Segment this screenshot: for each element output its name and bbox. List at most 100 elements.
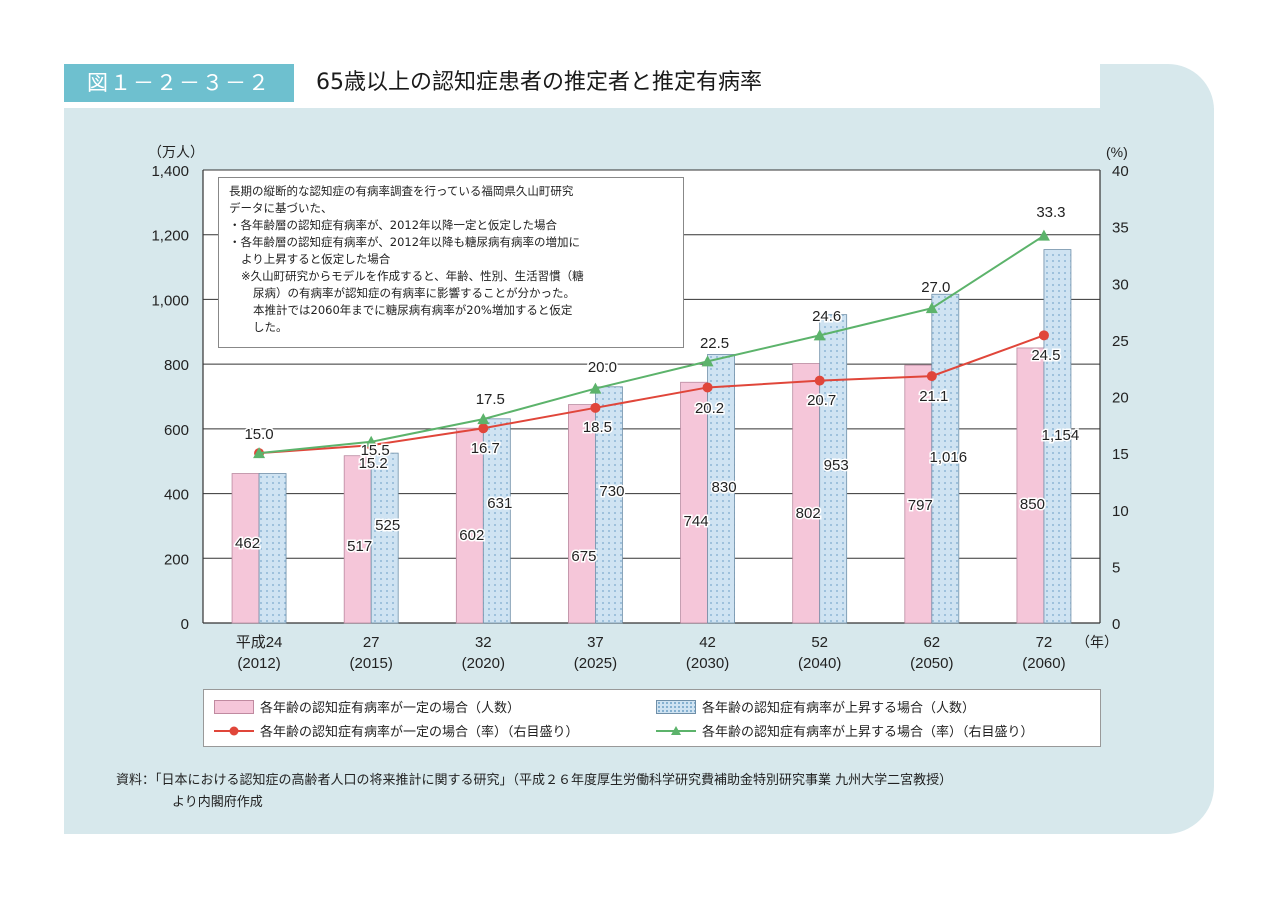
bar-constant — [343, 455, 372, 624]
note-line: した。 — [253, 320, 288, 334]
bar-constant — [680, 381, 708, 624]
bar-rising-value-label: 525 — [375, 517, 400, 534]
rate-constant-point — [1038, 330, 1049, 341]
bar-constant — [792, 363, 821, 624]
bar-rising-value-label: 830 — [712, 479, 737, 496]
rate-rising-value-label: 27.0 — [921, 279, 950, 296]
note-line: ・各年齢層の認知症有病率が、2012年以降一定と仮定した場合 — [229, 218, 558, 232]
y-left-tick-label: 600 — [164, 422, 189, 439]
green-triangle-line-icon — [656, 725, 696, 735]
rate-constant-point — [814, 375, 825, 386]
note-line: データに基づいた、 — [229, 201, 333, 215]
bar-constant — [455, 427, 484, 624]
legend-item-line-rising: 各年齢の認知症有病率が上昇する場合（率）（右目盛り） — [656, 721, 1034, 740]
rate-constant-point — [590, 402, 601, 413]
x-tick-label: 42 — [699, 634, 716, 651]
x-tick-sublabel: (2060) — [1022, 655, 1065, 672]
bar-constant-value-label: 744 — [684, 513, 709, 530]
bar-rising-value-label: 631 — [487, 495, 512, 512]
bar-rising — [482, 418, 511, 624]
legend-label: 各年齢の認知症有病率が上昇する場合（人数） — [702, 701, 976, 716]
figure-number: 図１－２－３－２ — [64, 64, 294, 102]
rate-rising-point — [925, 302, 938, 314]
bar-constant-value-label: 850 — [1020, 496, 1045, 513]
bar-rising — [1043, 249, 1072, 624]
rate-constant-value-label: 20.2 — [695, 400, 724, 417]
note-line: ・各年齢層の認知症有病率が、2012年以降も糖尿病有病率の増加に — [229, 235, 581, 249]
x-tick-sublabel: (2025) — [574, 655, 617, 672]
y-left-tick-label: 1,400 — [151, 163, 189, 180]
rate-rising-point — [589, 382, 602, 394]
bar-constant — [1016, 347, 1045, 624]
x-tick-sublabel: (2030) — [686, 655, 729, 672]
rate-rising-value-label: 17.5 — [476, 391, 505, 408]
bar-constant-value-label: 462 — [235, 535, 260, 552]
legend-label: 各年齢の認知症有病率が上昇する場合（率）（右目盛り） — [702, 725, 1034, 740]
rate-constant-line — [258, 334, 1045, 455]
y-right-tick-label: 5 — [1112, 559, 1120, 576]
rate-constant-value-label: 20.7 — [807, 392, 836, 409]
y-left-tick-label: 800 — [164, 357, 189, 374]
rate-constant-point — [926, 371, 937, 382]
y-right-tick-label: 15 — [1112, 446, 1129, 463]
rate-rising-value-label: 33.3 — [1036, 204, 1065, 221]
bar-rising-value-label: 1,016 — [930, 449, 968, 466]
x-tick-label: 37 — [587, 634, 604, 651]
y-right-tick-label: 0 — [1112, 616, 1120, 633]
note-line: 尿病）の有病率が認知症の有病率に影響することが分かった。 — [253, 286, 575, 300]
x-tick-label: 52 — [811, 634, 828, 651]
x-tick-label: 平成24 — [236, 634, 283, 651]
x-tick-sublabel: (2050) — [910, 655, 953, 672]
bar-constant-value-label: 602 — [459, 527, 484, 544]
source-note: 資料：「日本における認知症の高齢者人口の将来推計に関する研究」（平成２６年度厚生… — [116, 770, 952, 814]
x-tick-label: 72 — [1036, 634, 1053, 651]
dotted-blue-bar-swatch-icon — [656, 699, 696, 714]
chart-legend: 各年齢の認知症有病率が一定の場合（人数） 各年齢の認知症有病率が上昇する場合（人… — [203, 689, 1101, 747]
rate-rising-line — [258, 234, 1045, 455]
rate-rising-point — [365, 435, 378, 447]
x-tick-label: 27 — [363, 634, 380, 651]
legend-item-bar-constant: 各年齢の認知症有病率が一定の場合（人数） — [214, 697, 520, 716]
chart-note-box: 長期の縦断的な認知症の有病率調査を行っている福岡県久山町研究 データに基づいた、… — [218, 177, 684, 348]
rate-rising-value-label: 15.0 — [244, 426, 273, 443]
legend-item-bar-rising: 各年齢の認知症有病率が上昇する場合（人数） — [656, 697, 975, 716]
bar-rising — [819, 314, 848, 624]
bar-rising-value-label: 730 — [599, 483, 624, 500]
rate-rising-point — [701, 355, 714, 367]
y-right-tick-label: 35 — [1112, 220, 1129, 237]
bar-rising-value-label: 1,154 — [1042, 427, 1080, 444]
bar-rising — [931, 293, 960, 624]
y-left-tick-label: 0 — [181, 616, 189, 633]
bar-rising — [595, 386, 623, 624]
legend-item-line-constant: 各年齢の認知症有病率が一定の場合（率）（右目盛り） — [214, 721, 579, 740]
x-tick-label: 32 — [475, 634, 492, 651]
rate-rising-point — [813, 329, 826, 341]
bar-constant-value-label: 517 — [347, 538, 372, 555]
y-left-tick-label: 200 — [164, 551, 189, 568]
bar-rising — [258, 473, 287, 624]
y-right-tick-label: 20 — [1112, 390, 1129, 407]
rate-rising-value-label: 15.5 — [361, 442, 390, 459]
y-right-tick-label: 30 — [1112, 276, 1129, 293]
rate-constant-point — [478, 423, 489, 434]
rate-rising-value-label: 20.0 — [588, 359, 617, 376]
x-tick-sublabel: (2015) — [350, 655, 393, 672]
y-right-unit: (%) — [1106, 144, 1128, 160]
pink-bar-swatch-icon — [214, 699, 254, 714]
rate-rising-point — [1037, 229, 1050, 241]
rate-constant-value-label: 18.5 — [583, 419, 612, 436]
source-line: より内閣府作成 — [172, 795, 263, 810]
legend-label: 各年齢の認知症有病率が一定の場合（人数） — [260, 701, 521, 716]
bar-constant — [904, 364, 933, 624]
bar-constant-value-label: 675 — [571, 548, 596, 565]
y-right-tick-label: 10 — [1112, 503, 1129, 520]
note-line: より上昇すると仮定した場合 — [241, 252, 391, 266]
rate-rising-point — [253, 447, 266, 459]
rate-rising-value-label: 22.5 — [700, 335, 729, 352]
note-line: 本推計では2060年までに糖尿病有病率が20%増加すると仮定 — [253, 303, 573, 317]
bar-constant-value-label: 797 — [908, 497, 933, 514]
source-line: 資料：「日本における認知症の高齢者人口の将来推計に関する研究」（平成２６年度厚生… — [116, 773, 953, 788]
x-tick-label: 62 — [923, 634, 940, 651]
y-right-tick-label: 25 — [1112, 333, 1129, 350]
x-tick-sublabel: (2012) — [237, 655, 280, 672]
